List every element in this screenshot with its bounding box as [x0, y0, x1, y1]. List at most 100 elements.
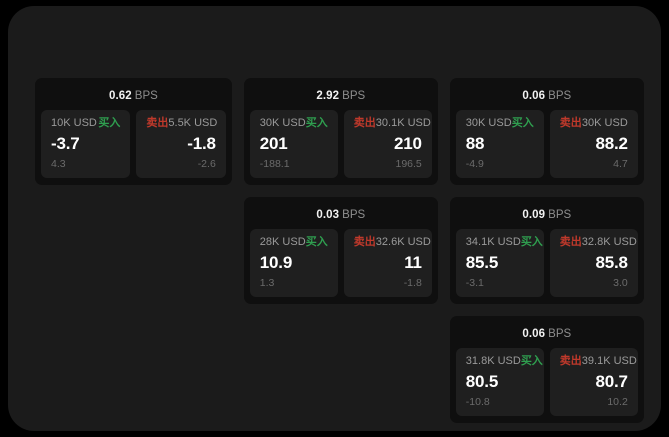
sell-delta: -2.6 [197, 157, 216, 170]
buy-side-header: 28K USD 买入 [260, 237, 328, 248]
sell-side-header: 卖出 39.1K USD [559, 355, 637, 367]
buy-price: 80.5 [465, 372, 499, 392]
sell-side[interactable]: 卖出 32.8K USD 85.8 3.0 [549, 229, 638, 297]
buy-delta: 4.3 [51, 157, 66, 170]
sell-action-label: 卖出 [559, 355, 582, 367]
buy-action-label: 买入 [98, 117, 121, 129]
buy-delta: -3.1 [465, 276, 484, 289]
bps-unit: BPS [134, 90, 158, 102]
app-root: 0.62 BPS 10K USD 买入 -3.7 4.3 卖出 5.5K USD … [8, 6, 661, 431]
bps-unit: BPS [342, 209, 366, 221]
sell-delta: -1.8 [403, 276, 422, 289]
sell-delta: 4.7 [613, 157, 628, 170]
sell-price: 85.8 [595, 253, 628, 273]
sell-action-label: 卖出 [353, 117, 376, 129]
sell-price: -1.8 [187, 134, 216, 154]
sell-price: 11 [404, 253, 422, 273]
quote-card-2-1[interactable]: 0.09 BPS 34.1K USD 买入 85.5 -3.1 卖出 32.8K … [449, 197, 644, 304]
buy-side[interactable]: 28K USD 买入 10.9 1.3 [249, 229, 338, 297]
buy-notional: 30K USD [259, 117, 306, 129]
buy-side[interactable]: 30K USD 买入 88 -4.9 [455, 110, 544, 178]
sell-notional: 32.8K USD [581, 236, 637, 248]
card-sides: 30K USD 买入 201 -188.1 卖出 30.1K USD 210 1… [249, 110, 432, 178]
quote-column-2: 0.06 BPS 30K USD 买入 88 -4.9 卖出 30K USD 88… [449, 78, 644, 423]
sell-action-label: 卖出 [559, 236, 582, 248]
buy-notional: 30K USD [465, 117, 512, 129]
buy-delta: -4.9 [465, 157, 484, 170]
bps-unit: BPS [548, 90, 572, 102]
buy-notional: 28K USD [259, 236, 306, 248]
buy-delta: -10.8 [465, 395, 490, 408]
card-sides: 30K USD 买入 88 -4.9 卖出 30K USD 88.2 4.7 [455, 110, 638, 178]
buy-action-label: 买入 [305, 117, 328, 129]
bps-unit: BPS [548, 209, 572, 221]
quote-card-2-0[interactable]: 0.06 BPS 30K USD 买入 88 -4.9 卖出 30K USD 88… [449, 78, 644, 185]
buy-side-header: 34.1K USD 买入 [465, 236, 543, 248]
quote-card-1-1[interactable]: 0.03 BPS 28K USD 买入 10.9 1.3 卖出 32.6K USD… [243, 197, 438, 304]
sell-side[interactable]: 卖出 5.5K USD -1.8 -2.6 [136, 110, 226, 178]
card-sides: 34.1K USD 买入 85.5 -3.1 卖出 32.8K USD 85.8… [455, 229, 638, 297]
buy-price: -3.7 [51, 134, 80, 154]
sell-price: 80.7 [595, 372, 628, 392]
sell-side[interactable]: 卖出 39.1K USD 80.7 10.2 [549, 348, 638, 416]
sell-notional: 5.5K USD [168, 117, 218, 129]
buy-price: 201 [259, 134, 288, 154]
sell-delta: 10.2 [607, 395, 628, 408]
quote-card-1-0[interactable]: 2.92 BPS 30K USD 买入 201 -188.1 卖出 30.1K U… [243, 78, 438, 185]
buy-side-header: 30K USD 买入 [260, 118, 328, 129]
bps-value: 0.06 [522, 328, 546, 340]
sell-side[interactable]: 卖出 30.1K USD 210 196.5 [343, 110, 432, 178]
buy-notional: 10K USD [51, 117, 97, 129]
sell-price: 210 [394, 134, 422, 154]
buy-side-header: 30K USD 买入 [466, 118, 534, 129]
buy-delta: 1.3 [259, 276, 275, 289]
buy-price: 10.9 [259, 253, 293, 273]
bps-unit: BPS [548, 328, 572, 340]
buy-action-label: 买入 [305, 236, 328, 248]
quote-card-2-2[interactable]: 0.06 BPS 31.8K USD 买入 80.5 -10.8 卖出 39.1K… [449, 316, 644, 423]
sell-side-header: 卖出 32.6K USD [354, 237, 431, 248]
quote-board: 0.62 BPS 10K USD 买入 -3.7 4.3 卖出 5.5K USD … [35, 78, 644, 423]
sell-price: 88.2 [595, 134, 628, 154]
sell-side-header: 卖出 30K USD [560, 118, 628, 129]
card-header: 0.06 BPS [456, 84, 638, 110]
buy-price: 85.5 [465, 253, 499, 273]
bps-value: 0.62 [108, 90, 132, 102]
sell-notional: 30.1K USD [375, 117, 431, 129]
sell-delta: 196.5 [395, 157, 422, 170]
buy-side[interactable]: 34.1K USD 买入 85.5 -3.1 [455, 229, 544, 297]
sell-notional: 39.1K USD [581, 355, 637, 367]
buy-notional: 31.8K USD [465, 355, 521, 367]
quote-card-0-0[interactable]: 0.62 BPS 10K USD 买入 -3.7 4.3 卖出 5.5K USD … [35, 78, 232, 185]
card-sides: 28K USD 买入 10.9 1.3 卖出 32.6K USD 11 -1.8 [249, 229, 432, 297]
buy-side[interactable]: 31.8K USD 买入 80.5 -10.8 [455, 348, 544, 416]
bps-value: 0.03 [316, 209, 340, 221]
card-header: 2.92 BPS [250, 84, 432, 110]
buy-side-header: 31.8K USD 买入 [465, 355, 543, 367]
card-sides: 10K USD 买入 -3.7 4.3 卖出 5.5K USD -1.8 -2.… [41, 110, 226, 178]
bps-value: 0.09 [522, 209, 546, 221]
buy-side-header: 10K USD 买入 [51, 118, 120, 129]
bps-value: 0.06 [522, 90, 546, 102]
sell-side[interactable]: 卖出 32.6K USD 11 -1.8 [343, 229, 432, 297]
sell-side[interactable]: 卖出 30K USD 88.2 4.7 [549, 110, 638, 178]
sell-action-label: 卖出 [559, 117, 582, 129]
buy-side[interactable]: 10K USD 买入 -3.7 4.3 [41, 110, 131, 178]
buy-action-label: 买入 [511, 117, 534, 129]
card-header: 0.09 BPS [456, 203, 638, 229]
bps-unit: BPS [342, 90, 366, 102]
card-header: 0.03 BPS [250, 203, 432, 229]
buy-action-label: 买入 [520, 355, 543, 367]
card-header: 0.06 BPS [456, 322, 638, 348]
sell-action-label: 卖出 [146, 117, 169, 129]
bps-value: 2.92 [316, 90, 340, 102]
buy-notional: 34.1K USD [465, 236, 521, 248]
sell-notional: 32.6K USD [375, 236, 431, 248]
buy-action-label: 买入 [520, 236, 543, 248]
card-sides: 31.8K USD 买入 80.5 -10.8 卖出 39.1K USD 80.… [455, 348, 638, 416]
buy-price: 88 [465, 134, 485, 154]
card-header: 0.62 BPS [41, 84, 226, 110]
quote-column-0: 0.62 BPS 10K USD 买入 -3.7 4.3 卖出 5.5K USD … [35, 78, 232, 185]
quote-column-1: 2.92 BPS 30K USD 买入 201 -188.1 卖出 30.1K U… [243, 78, 438, 304]
buy-side[interactable]: 30K USD 买入 201 -188.1 [249, 110, 338, 178]
